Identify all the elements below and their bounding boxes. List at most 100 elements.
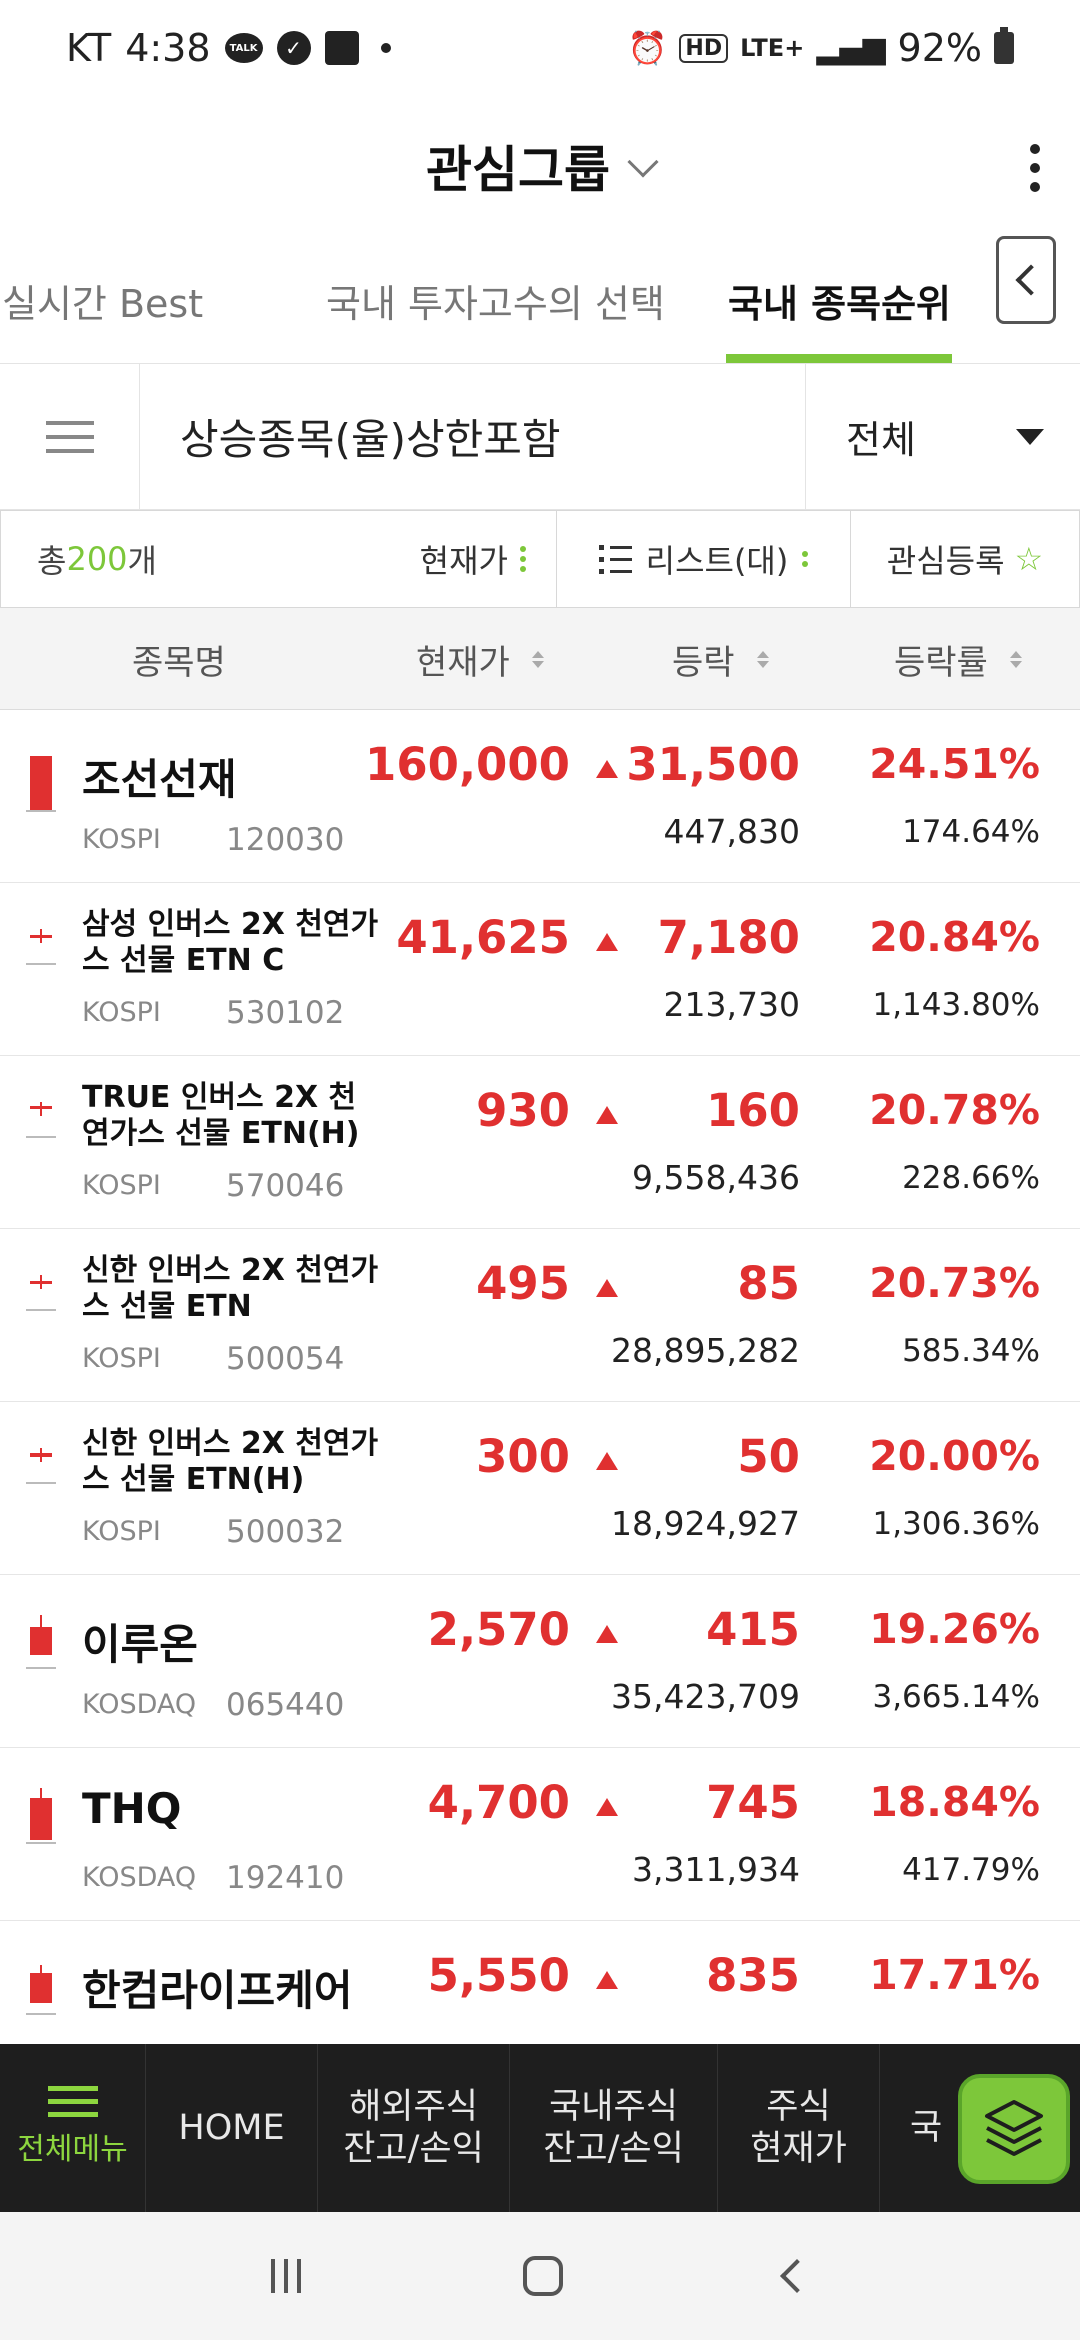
sort-rate-button[interactable]: 등락률: [894, 608, 1022, 710]
column-change-label: 등락: [672, 642, 735, 683]
tab-realtime-best[interactable]: 종목 실시간 Best: [0, 281, 204, 326]
add-favorite-button[interactable]: 관심등록 ☆: [851, 510, 1079, 608]
battery-percent: 92%: [897, 26, 982, 70]
list-toolbar: 총 200 개 현재가 리스트(대) 관심등록 ☆: [0, 510, 1080, 608]
active-tab-indicator: [726, 354, 952, 363]
table-row[interactable]: 신한 인버스 2X 천연가스 선물 ETN KOSPI 500054 495 8…: [0, 1229, 1080, 1402]
dropdown-arrow-icon: [1015, 428, 1044, 445]
table-row[interactable]: THQ KOSDAQ 192410 4,700 745 3,311,934 18…: [0, 1748, 1080, 1921]
notification-dot-icon: [380, 43, 391, 53]
page-title: 관심그룹: [426, 141, 610, 199]
layers-icon: [985, 2100, 1043, 2156]
trade-volume: 447,830: [663, 812, 800, 851]
change-rate: 20.00%: [869, 1432, 1040, 1480]
up-arrow-icon: [596, 1971, 618, 1989]
current-price: 2,570: [427, 1603, 570, 1656]
more-vertical-icon: [802, 551, 809, 567]
tab-expert-choice[interactable]: 국내 투자고수의 선택: [326, 281, 665, 326]
count-prefix: 총: [37, 542, 67, 580]
group-selector[interactable]: 관심그룹: [426, 130, 659, 202]
price-change: 7,180: [657, 911, 800, 964]
filter-menu-icon[interactable]: [0, 363, 140, 510]
quote-label-line1: 주식: [766, 2087, 831, 2127]
table-header: 종목명 현재가 등락 등락률: [0, 608, 1080, 710]
view-mode-label: 리스트(대): [645, 542, 789, 580]
bottom-quick-menu: 전체메뉴 HOME 해외주식 잔고/손익 국내주식 잔고/손익 주식 현재가 국: [0, 2044, 1080, 2212]
stock-code: 500054: [226, 1341, 345, 1377]
table-row[interactable]: 삼성 인버스 2X 천연가스 선물 ETN C KOSPI 530102 41,…: [0, 883, 1080, 1056]
turnover-rate: 1,306.36%: [872, 1506, 1040, 1542]
domestic-stock-balance-button[interactable]: 국내주식 잔고/손익: [510, 2044, 718, 2212]
all-menu-label: 전체메뉴: [17, 2131, 128, 2167]
stock-name: 조선선재: [82, 755, 237, 804]
stock-code: 530102: [226, 995, 345, 1031]
trade-volume: 3,311,934: [632, 1850, 800, 1889]
stock-quote-button[interactable]: 주식 현재가: [718, 2044, 880, 2212]
up-arrow-icon: [596, 1625, 618, 1643]
trade-volume: 35,423,709: [611, 1677, 800, 1716]
stock-name: THQ: [82, 1784, 182, 1833]
chevron-left-icon: [1015, 264, 1047, 296]
home-icon[interactable]: [523, 2256, 563, 2296]
stock-name: 이루온: [82, 1620, 198, 1669]
carrier: KT: [66, 26, 112, 70]
price-change: 31,500: [626, 738, 800, 791]
table-row[interactable]: 한컴라이프케어 5,550 835 17.71%: [0, 1921, 1080, 2044]
change-rate: 19.26%: [869, 1605, 1040, 1653]
all-menu-button[interactable]: 전체메뉴: [0, 2044, 146, 2212]
table-row[interactable]: 신한 인버스 2X 천연가스 선물 ETN(H) KOSPI 500032 30…: [0, 1402, 1080, 1575]
layers-fab-button[interactable]: [958, 2074, 1070, 2184]
table-row[interactable]: 이루온 KOSDAQ 065440 2,570 415 35,423,709 1…: [0, 1575, 1080, 1748]
trade-volume: 28,895,282: [611, 1331, 800, 1370]
count-suffix: 개: [127, 542, 157, 580]
stock-name: 한컴라이프케어: [82, 1966, 353, 2015]
change-rate: 24.51%: [869, 740, 1040, 788]
stock-code: 570046: [226, 1168, 345, 1204]
ranking-criteria[interactable]: 상승종목(율)상한포함: [140, 363, 806, 510]
sort-icon: [1009, 650, 1022, 668]
tab-scroll-back-button[interactable]: [996, 236, 1056, 324]
price-change: 85: [737, 1257, 800, 1310]
view-mode-button[interactable]: 리스트(대): [557, 510, 851, 608]
back-icon[interactable]: [780, 2259, 814, 2293]
price-change: 835: [706, 1949, 800, 2002]
alarm-icon: ⏰: [627, 29, 668, 67]
tab-domestic-ranking[interactable]: 국내 종목순위: [728, 281, 951, 326]
tab-bar: 종목 실시간 Best 국내 투자고수의 선택 국내 종목순위: [0, 236, 1080, 364]
sort-price-button[interactable]: 현재가: [416, 608, 544, 710]
current-price: 160,000: [365, 738, 570, 791]
menu-icon: [47, 2085, 98, 2117]
more-options-icon[interactable]: [1030, 144, 1040, 192]
table-row[interactable]: TRUE 인버스 2X 천연가스 선물 ETN(H) KOSPI 570046 …: [0, 1056, 1080, 1229]
trade-volume: 18,924,927: [611, 1504, 800, 1543]
overflow-menu-item[interactable]: 국: [910, 2108, 943, 2148]
stock-name: 신한 인버스 2X 천연가스 선물 ETN: [82, 1253, 379, 1324]
sort-field-button[interactable]: 현재가: [420, 536, 556, 582]
table-row[interactable]: 조선선재 KOSPI 120030 160,000 31,500 447,830…: [0, 710, 1080, 883]
up-arrow-icon: [596, 1106, 618, 1124]
up-arrow-icon: [596, 933, 618, 951]
price-change: 745: [706, 1776, 800, 1829]
sort-change-button[interactable]: 등락: [672, 608, 769, 710]
column-price-label: 현재가: [416, 642, 510, 683]
domestic-label-line2: 잔고/손익: [543, 2129, 684, 2169]
stock-code: 065440: [226, 1687, 345, 1723]
star-icon: ☆: [1014, 540, 1044, 578]
system-nav-bar: [0, 2212, 1080, 2340]
network-label: LTE+: [740, 34, 805, 62]
stock-name: 삼성 인버스 2X 천연가스 선물 ETN C: [82, 907, 379, 978]
add-favorite-label: 관심등록: [886, 542, 1005, 580]
candle-icon: [26, 1102, 56, 1138]
recent-apps-icon[interactable]: [271, 2259, 301, 2293]
home-button[interactable]: HOME: [146, 2044, 318, 2212]
market-select[interactable]: 전체: [806, 364, 1080, 510]
turnover-rate: 585.34%: [902, 1333, 1040, 1369]
kakaotalk-icon: TALK: [224, 33, 263, 63]
foreign-label-line1: 해외주식: [349, 2087, 478, 2127]
quote-label-line2: 현재가: [750, 2129, 847, 2169]
trade-volume: 213,730: [663, 985, 800, 1024]
candle-icon: [26, 1788, 56, 1844]
foreign-stock-balance-button[interactable]: 해외주식 잔고/손익: [318, 2044, 510, 2212]
result-count: 총 200 개 현재가: [1, 510, 557, 608]
clock: 4:38: [125, 26, 211, 70]
